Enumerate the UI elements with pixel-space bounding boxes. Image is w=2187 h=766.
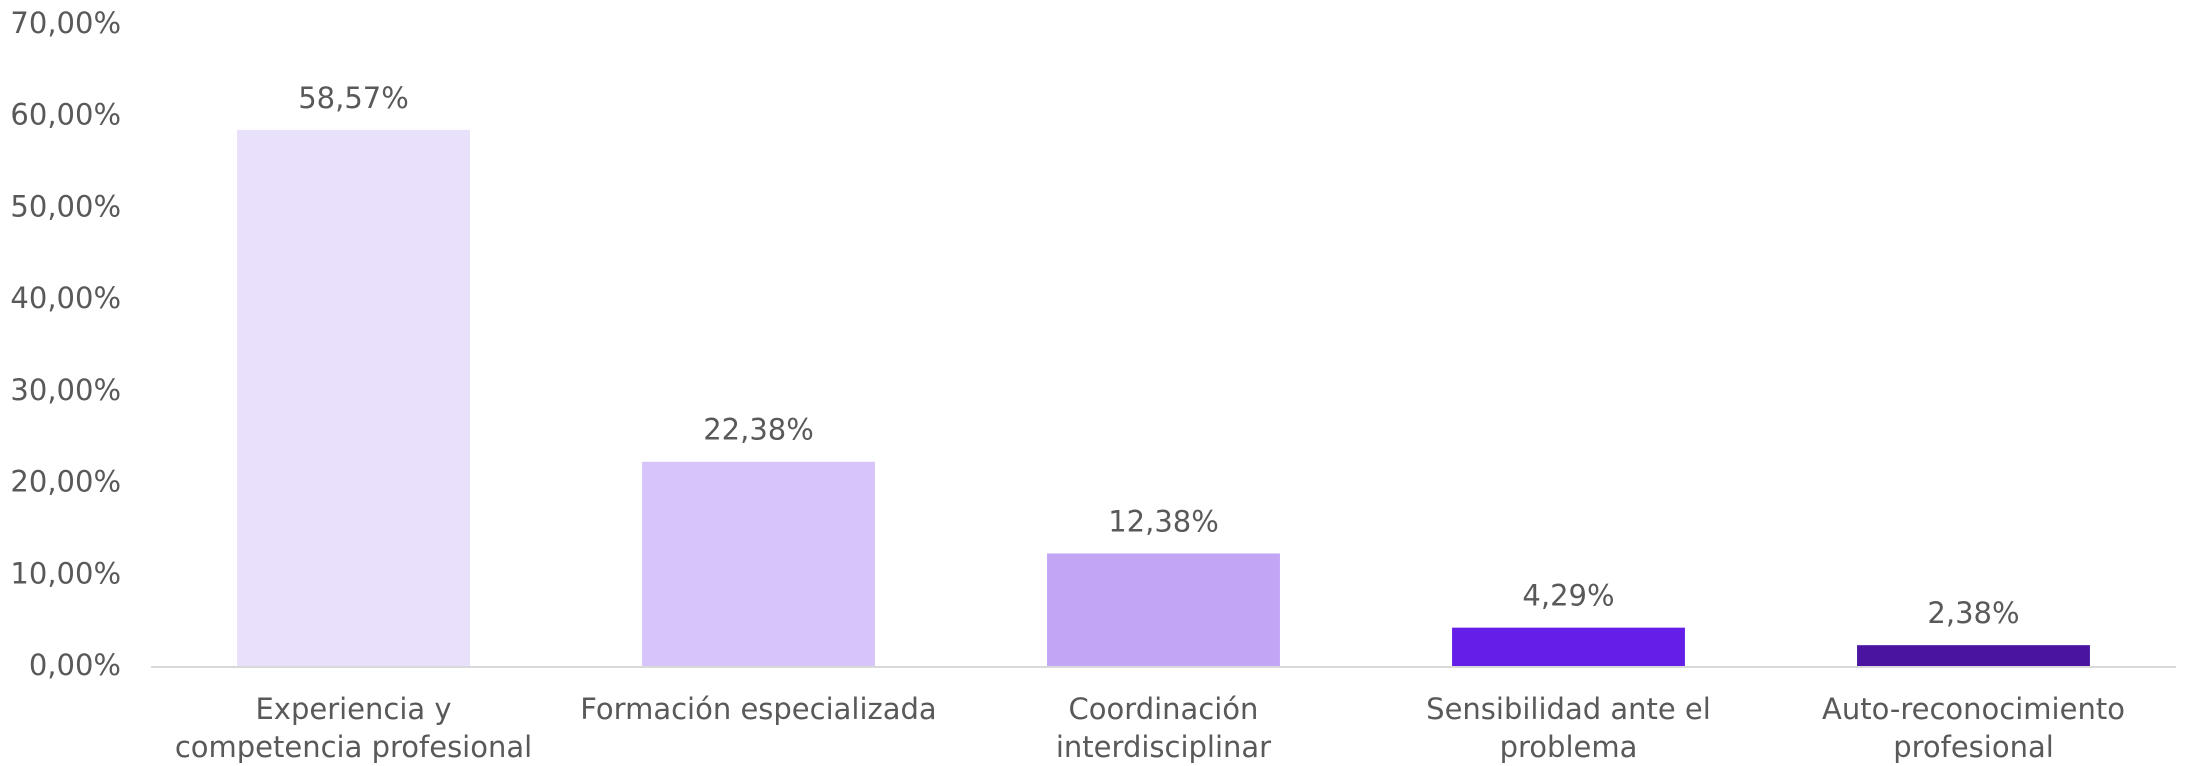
x-tick-label: Sensibilidad ante el problema bbox=[1426, 692, 1711, 764]
data-label: 58,57% bbox=[298, 81, 409, 115]
y-tick-label: 20,00% bbox=[10, 465, 121, 499]
bar bbox=[237, 129, 470, 668]
y-tick-label: 60,00% bbox=[10, 98, 121, 132]
data-label: 2,38% bbox=[1927, 596, 2019, 630]
data-label: 4,29% bbox=[1522, 579, 1614, 613]
data-label: 12,38% bbox=[1108, 504, 1219, 538]
bar bbox=[642, 461, 875, 667]
y-tick-label: 10,00% bbox=[10, 556, 121, 590]
y-tick-label: 30,00% bbox=[10, 373, 121, 407]
x-tick-label: Coordinación interdisciplinar bbox=[1055, 692, 1272, 764]
x-tick-label: Formación especializada bbox=[580, 692, 937, 726]
y-tick-label: 70,00% bbox=[10, 6, 121, 40]
y-tick-label: 40,00% bbox=[10, 281, 121, 315]
x-tick-label: Auto-reconocimiento profesional bbox=[1822, 692, 2125, 764]
bar bbox=[1857, 645, 2090, 667]
y-tick-label: 50,00% bbox=[10, 189, 121, 223]
bar bbox=[1047, 553, 1280, 667]
x-tick-label: Experiencia y competencia profesional bbox=[174, 692, 533, 764]
data-label: 22,38% bbox=[703, 413, 814, 447]
bar bbox=[1452, 627, 1685, 667]
y-tick-label: 0,00% bbox=[29, 648, 121, 682]
